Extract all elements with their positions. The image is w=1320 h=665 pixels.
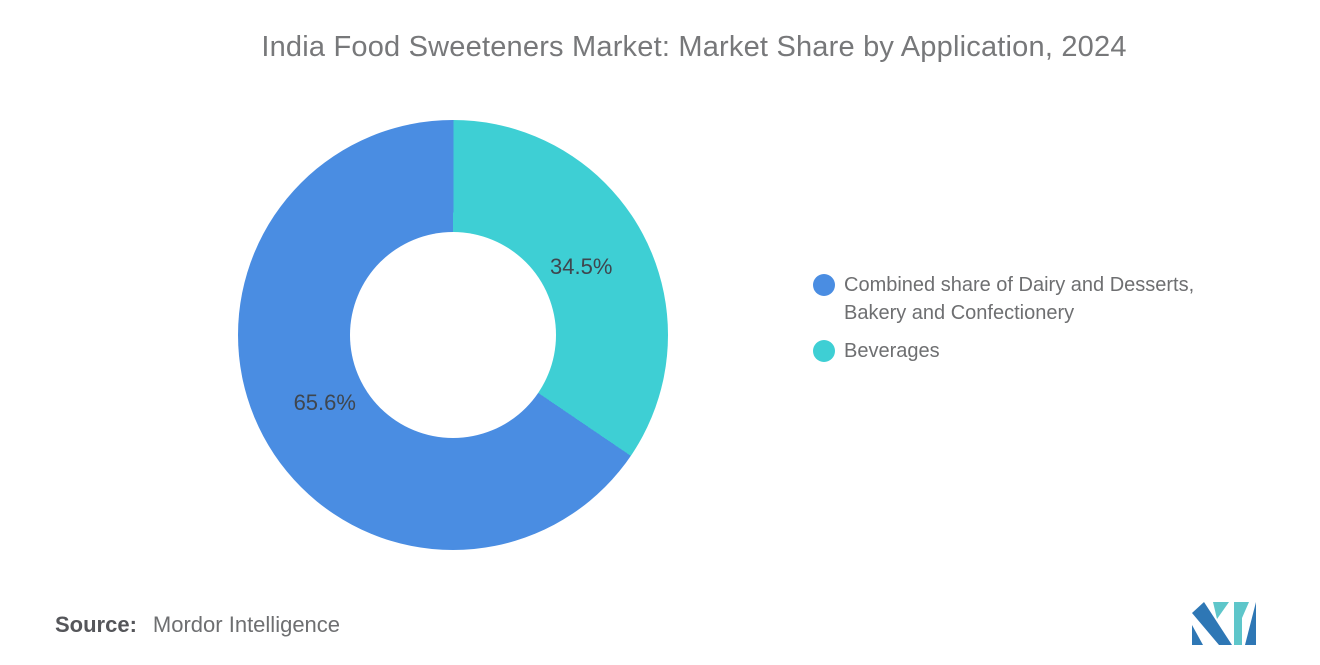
source-value: Mordor Intelligence <box>152 612 341 637</box>
legend-item-label: Beverages <box>844 340 940 362</box>
legend-item[interactable]: Beverages <box>813 337 1242 365</box>
donut-chart: 65.6% 34.5% <box>238 120 668 550</box>
logo-shape-blue-diagonal <box>1192 602 1232 645</box>
slice-data-label: 34.5% <box>550 254 613 280</box>
mordor-intelligence-logo <box>1192 602 1256 645</box>
legend-marker-icon <box>813 340 835 362</box>
logo-shape-teal-bar <box>1234 602 1249 645</box>
source-line: Source: Mordor Intelligence <box>55 612 340 638</box>
logo-shape-blue-triangle <box>1245 602 1256 645</box>
source-label: Source: <box>55 612 137 637</box>
legend-item[interactable]: Combined share of Dairy and Desserts, Ba… <box>813 271 1242 327</box>
logo-shape-blue-corner <box>1192 625 1203 645</box>
slice-data-label: 65.6% <box>293 389 356 415</box>
logo-shape-teal-wedge <box>1213 602 1229 619</box>
legend-item-label: Combined share of Dairy and Desserts, Ba… <box>844 274 1195 324</box>
legend-marker-icon <box>813 274 835 296</box>
chart-title: India Food Sweeteners Market: Market Sha… <box>261 31 1127 63</box>
donut-hole <box>350 232 556 438</box>
legend: Combined share of Dairy and Desserts, Ba… <box>813 271 1242 375</box>
